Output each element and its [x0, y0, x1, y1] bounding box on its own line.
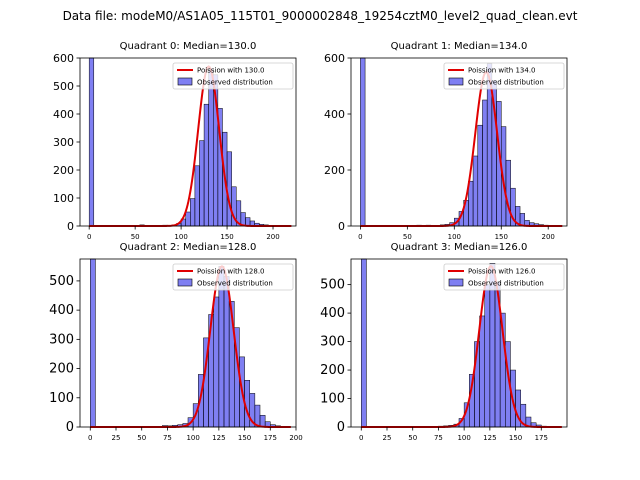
- histogram-bar: [361, 258, 367, 428]
- y-tick-label: 100: [49, 391, 74, 406]
- y-tick-label: 300: [53, 136, 74, 149]
- y-tick-label: 0: [338, 220, 345, 233]
- histogram-bar: [482, 99, 488, 227]
- x-tick-label: 0: [88, 434, 92, 442]
- x-tick-label: 50: [403, 233, 412, 241]
- x-tick-label: 175: [535, 434, 548, 442]
- axes-frame: [350, 258, 568, 428]
- y-tick-label: 600: [53, 52, 74, 65]
- x-tick-label: 100: [174, 233, 187, 241]
- x-tick-label: 0: [87, 233, 91, 241]
- x-tick-label: 200: [542, 233, 555, 241]
- y-tick-label: 200: [53, 164, 74, 177]
- poisson-curve: [90, 265, 291, 428]
- y-tick-label: 500: [49, 274, 74, 289]
- legend-bar-swatch: [177, 278, 193, 287]
- y-tick-label: 100: [53, 192, 74, 205]
- x-tick-label: 100: [186, 434, 199, 442]
- x-tick-label: 0: [358, 233, 362, 241]
- y-tick-label: 400: [49, 303, 74, 318]
- legend-box: [172, 62, 294, 90]
- x-tick-label: 150: [238, 434, 251, 442]
- histogram-bar: [223, 276, 230, 428]
- x-tick-label: 125: [212, 434, 225, 442]
- x-tick-label: 75: [434, 434, 443, 442]
- x-tick-label: 0: [359, 434, 363, 442]
- x-tick-label: 100: [457, 434, 470, 442]
- y-tick-label: 500: [320, 278, 345, 293]
- x-tick-label: 175: [264, 434, 277, 442]
- y-tick-label: 0: [337, 420, 345, 435]
- histogram-bar: [468, 180, 474, 227]
- histogram-bar: [185, 211, 191, 227]
- x-tick-label: 125: [483, 434, 496, 442]
- histogram-bar: [477, 124, 483, 227]
- legend-label-poisson: Poission with 134.0: [468, 67, 536, 75]
- x-tick-label: 25: [112, 434, 121, 442]
- histogram-bar: [259, 415, 266, 428]
- x-tick-label: 50: [408, 434, 417, 442]
- y-tick-label: 100: [320, 392, 345, 407]
- legend-label-observed: Observed distribution: [197, 280, 273, 288]
- y-tick-label: 200: [49, 362, 74, 377]
- histogram-bar: [208, 68, 214, 227]
- histogram-bar: [90, 258, 96, 428]
- histogram-bar: [472, 155, 479, 227]
- histogram-bar: [88, 57, 95, 227]
- y-tick-label: 400: [53, 108, 74, 121]
- x-tick-label: 150: [495, 233, 508, 241]
- y-tick-label: 0: [66, 420, 74, 435]
- axes-frame: [350, 57, 568, 227]
- x-tick-label: 50: [131, 233, 140, 241]
- poisson-curve: [360, 70, 563, 227]
- y-tick-label: 200: [324, 164, 345, 177]
- subplot-title: Quadrant 1: Median=134.0: [391, 41, 528, 52]
- y-tick-label: 300: [320, 335, 345, 350]
- subplot-title: Quadrant 0: Median=130.0: [120, 41, 257, 52]
- x-tick-label: 200: [289, 434, 302, 442]
- histogram-bar: [360, 57, 366, 227]
- legend-bar-swatch: [448, 278, 464, 287]
- histogram-bar: [190, 198, 196, 227]
- histogram-bar: [213, 296, 220, 428]
- subplot-title: Quadrant 2: Median=128.0: [120, 242, 257, 253]
- legend-box: [443, 263, 565, 291]
- axes-frame: [79, 258, 297, 428]
- y-tick-label: 300: [49, 332, 74, 347]
- x-tick-label: 200: [266, 233, 279, 241]
- legend-label-poisson: Poission with 128.0: [197, 268, 265, 276]
- histogram-bar: [479, 315, 485, 428]
- histogram-bar: [194, 165, 200, 227]
- x-tick-label: 25: [383, 434, 392, 442]
- x-tick-label: 150: [509, 434, 522, 442]
- legend-bar-swatch: [177, 77, 193, 86]
- legend-box: [443, 62, 565, 90]
- legend-label-poisson: Poission with 130.0: [197, 67, 265, 75]
- legend-label-poisson: Poission with 126.0: [468, 268, 536, 276]
- y-tick-label: 400: [320, 306, 345, 321]
- legend-label-observed: Observed distribution: [197, 79, 273, 87]
- y-tick-label: 500: [53, 80, 74, 93]
- y-tick-label: 600: [324, 52, 345, 65]
- histogram-bar: [203, 103, 209, 227]
- x-tick-label: 150: [220, 233, 233, 241]
- histogram-bar: [199, 140, 205, 227]
- y-tick-label: 200: [320, 363, 345, 378]
- histogram-bar: [505, 159, 511, 227]
- x-tick-label: 75: [163, 434, 172, 442]
- histogram-bar: [484, 284, 491, 428]
- legend-box: [172, 263, 294, 291]
- subplot-title: Quadrant 3: Median=126.0: [391, 242, 528, 253]
- legend-label-observed: Observed distribution: [468, 79, 544, 87]
- x-tick-label: 50: [137, 434, 146, 442]
- legend-label-observed: Observed distribution: [468, 280, 544, 288]
- y-tick-label: 400: [324, 108, 345, 121]
- histogram-bar: [218, 266, 225, 428]
- histogram-bar: [226, 151, 232, 227]
- figure-suptitle: Data file: modeM0/AS1A05_115T01_90000028…: [62, 9, 578, 23]
- legend-bar-swatch: [448, 77, 464, 86]
- x-tick-label: 100: [448, 233, 461, 241]
- y-tick-label: 0: [67, 220, 74, 233]
